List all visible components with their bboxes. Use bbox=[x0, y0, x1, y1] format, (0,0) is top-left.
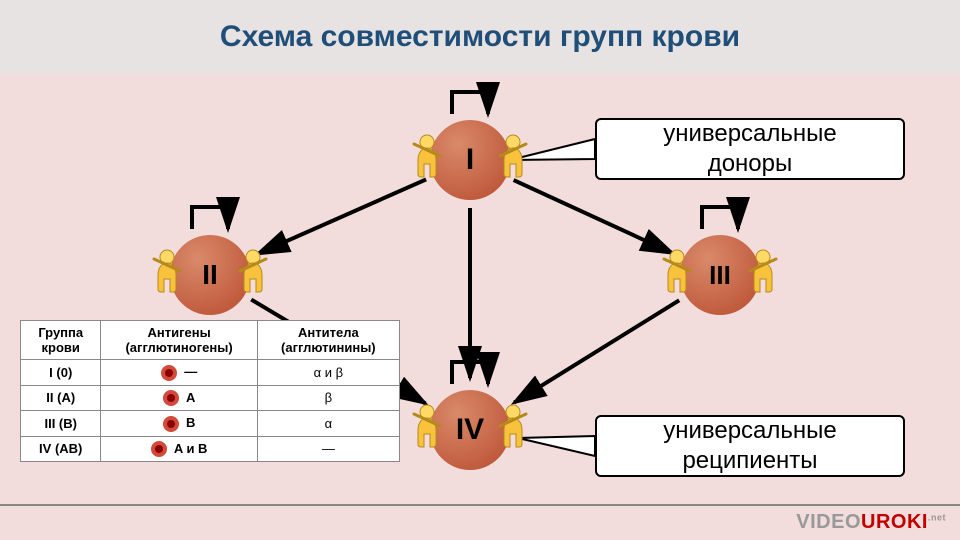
table-cell-antigen: A и B bbox=[101, 436, 257, 462]
page-title: Схема совместимости групп крови bbox=[220, 20, 740, 54]
table-row: III (B) Bα bbox=[21, 411, 400, 437]
figure-icon bbox=[662, 249, 692, 298]
diagram-body: I II III IV универса bbox=[0, 74, 960, 540]
watermark-part2: UROKI bbox=[861, 511, 928, 533]
page: Схема совместимости групп крови I II III… bbox=[0, 0, 960, 540]
table-cell-group: II (A) bbox=[21, 385, 101, 411]
table-cell-antigen: A bbox=[101, 385, 257, 411]
header: Схема совместимости групп крови bbox=[0, 0, 960, 74]
blood-group-table: Группа кровиАнтигены (агглютиногены)Анти… bbox=[20, 320, 400, 462]
table-header: Группа крови bbox=[21, 321, 101, 360]
figure-icon bbox=[152, 249, 182, 298]
node-label-II: II bbox=[202, 259, 218, 291]
watermark: VIDEOUROKI.net bbox=[796, 511, 946, 534]
table-row: I (0) —α и β bbox=[21, 360, 400, 386]
table-header: Антитела (агглютинины) bbox=[257, 321, 399, 360]
node-label-IV: IV bbox=[456, 413, 484, 447]
node-II: II bbox=[170, 235, 250, 315]
table-row: II (A) Aβ bbox=[21, 385, 400, 411]
table-header: Антигены (агглютиногены) bbox=[101, 321, 257, 360]
antigen-icon bbox=[151, 441, 167, 457]
watermark-part1: VIDEO bbox=[796, 511, 861, 533]
figure-icon bbox=[498, 404, 528, 453]
table-cell-antigen: — bbox=[101, 360, 257, 386]
table-cell-antibody: β bbox=[257, 385, 399, 411]
callout-donors: универсальныедоноры bbox=[595, 118, 905, 180]
figure-icon bbox=[412, 404, 442, 453]
node-label-III: III bbox=[709, 260, 731, 291]
antigen-icon bbox=[161, 365, 177, 381]
callout-recipients: универсальныереципиенты bbox=[595, 415, 905, 477]
table-cell-antibody: α bbox=[257, 411, 399, 437]
antigen-icon bbox=[163, 390, 179, 406]
table-cell-group: I (0) bbox=[21, 360, 101, 386]
figure-icon bbox=[238, 249, 268, 298]
table-cell-group: III (B) bbox=[21, 411, 101, 437]
node-label-I: I bbox=[466, 143, 474, 177]
node-IV: IV bbox=[430, 390, 510, 470]
figure-icon bbox=[498, 134, 528, 183]
table-cell-antigen: B bbox=[101, 411, 257, 437]
table-cell-antibody: — bbox=[257, 436, 399, 462]
watermark-suffix: .net bbox=[928, 512, 946, 522]
footer-divider bbox=[0, 504, 960, 506]
table-cell-group: IV (AB) bbox=[21, 436, 101, 462]
node-I: I bbox=[430, 120, 510, 200]
antigen-icon bbox=[163, 416, 179, 432]
figure-icon bbox=[412, 134, 442, 183]
figure-icon bbox=[748, 249, 778, 298]
node-III: III bbox=[680, 235, 760, 315]
table-row: IV (AB) A и B— bbox=[21, 436, 400, 462]
table-cell-antibody: α и β bbox=[257, 360, 399, 386]
